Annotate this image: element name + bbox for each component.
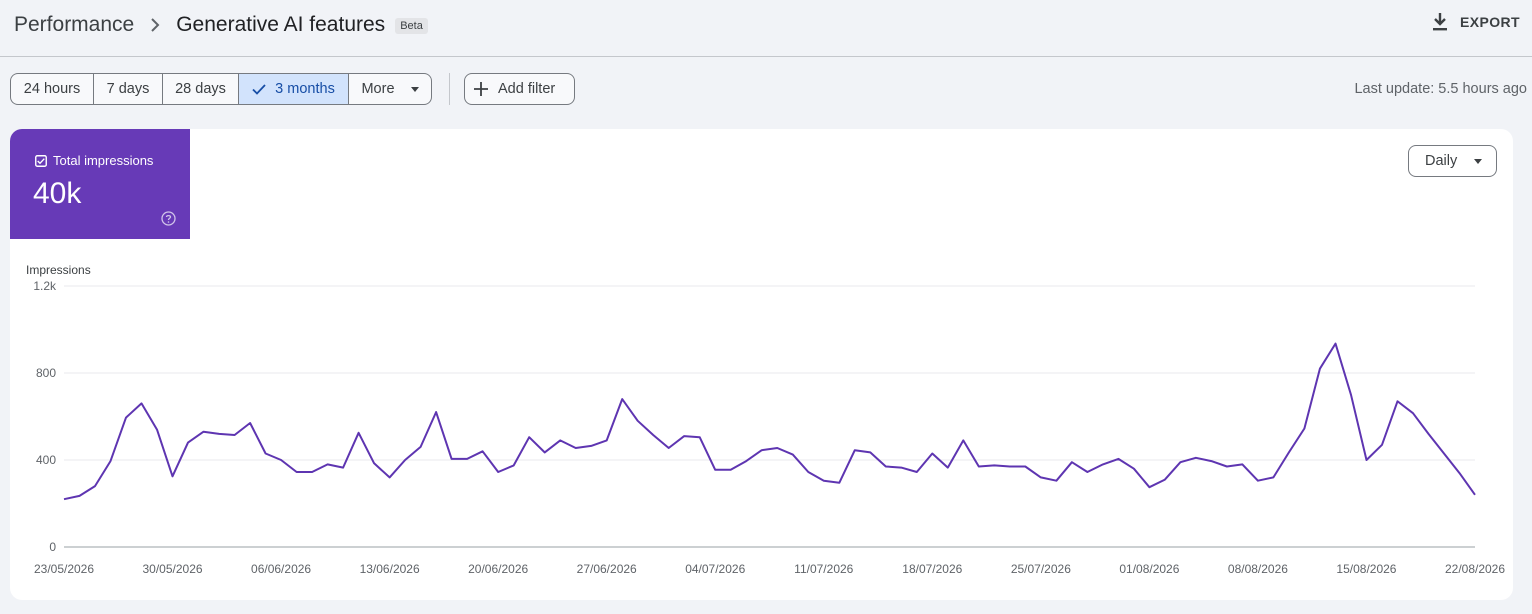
caret-down-icon (410, 86, 419, 92)
x-tick-label: 22/08/2026 (1445, 562, 1505, 576)
chart-y-axis-title: Impressions (26, 263, 91, 277)
x-tick-label: 01/08/2026 (1119, 562, 1179, 576)
add-filter-button[interactable]: Add filter (464, 73, 575, 105)
range-label: 24 hours (23, 81, 81, 97)
y-tick-label: 1.2k (33, 279, 57, 293)
y-tick-label: 0 (49, 540, 56, 554)
x-tick-label: 11/07/2026 (794, 562, 853, 576)
y-tick-label: 800 (36, 366, 56, 380)
x-tick-label: 25/07/2026 (1011, 562, 1071, 576)
y-tick-label: 400 (36, 453, 56, 467)
download-icon (1433, 13, 1448, 31)
range-label: 7 days (106, 81, 150, 97)
impressions-series-line (63, 342, 1476, 501)
x-tick-label: 18/07/2026 (902, 562, 962, 576)
x-tick-label: 13/06/2026 (360, 562, 420, 576)
export-label: EXPORT (1460, 14, 1520, 30)
export-button[interactable]: EXPORT (1432, 13, 1520, 31)
filter-divider (449, 73, 450, 105)
last-update-text: Last update: 5.5 hours ago (1354, 81, 1527, 97)
page-title: Generative AI features (176, 13, 386, 36)
x-tick-label: 20/06/2026 (468, 562, 528, 576)
granularity-dropdown[interactable]: Daily (1408, 145, 1497, 177)
impressions-line-chart: 0 400 800 1.2k 23/05/2026 30/05/2026 06/06/202… (33, 279, 1505, 576)
total-impressions-metric-card[interactable]: Total impressions 40k (10, 129, 190, 239)
chevron-right-icon (151, 18, 160, 32)
range-28-days-button[interactable]: 28 days (162, 73, 238, 105)
breadcrumb: Performance Generative AI features Beta (14, 12, 428, 38)
range-7-days-button[interactable]: 7 days (93, 73, 162, 105)
range-24-hours-button[interactable]: 24 hours (10, 73, 93, 105)
x-tick-label: 27/06/2026 (577, 562, 637, 576)
range-label: 3 months (275, 81, 335, 97)
date-range-selector: 24 hours 7 days 28 days 3 months More (10, 73, 432, 105)
x-tick-label: 04/07/2026 (685, 562, 745, 576)
beta-badge: Beta (395, 18, 428, 34)
breadcrumb-performance-link[interactable]: Performance (14, 13, 135, 36)
performance-chart-card: Total impressions 40k Daily Impressions … (10, 129, 1513, 600)
x-tick-label: 15/08/2026 (1336, 562, 1396, 576)
help-icon[interactable] (161, 211, 176, 226)
caret-down-icon (1474, 158, 1483, 164)
plus-icon (474, 82, 488, 96)
range-3-months-button[interactable]: 3 months (238, 73, 348, 105)
add-filter-label: Add filter (498, 81, 556, 97)
granularity-label: Daily (1425, 153, 1458, 169)
x-tick-label: 08/08/2026 (1228, 562, 1288, 576)
x-tick-label: 30/05/2026 (143, 562, 203, 576)
x-tick-label: 06/06/2026 (251, 562, 311, 576)
metric-value: 40k (33, 177, 82, 210)
checkbox-icon[interactable] (35, 155, 47, 167)
page-header: Performance Generative AI features Beta … (0, 0, 1532, 57)
metric-label: Total impressions (53, 153, 154, 168)
check-icon (252, 83, 266, 95)
range-label: 28 days (175, 81, 226, 97)
range-label: More (361, 81, 395, 97)
range-more-dropdown[interactable]: More (348, 73, 432, 105)
x-tick-label: 23/05/2026 (34, 562, 94, 576)
